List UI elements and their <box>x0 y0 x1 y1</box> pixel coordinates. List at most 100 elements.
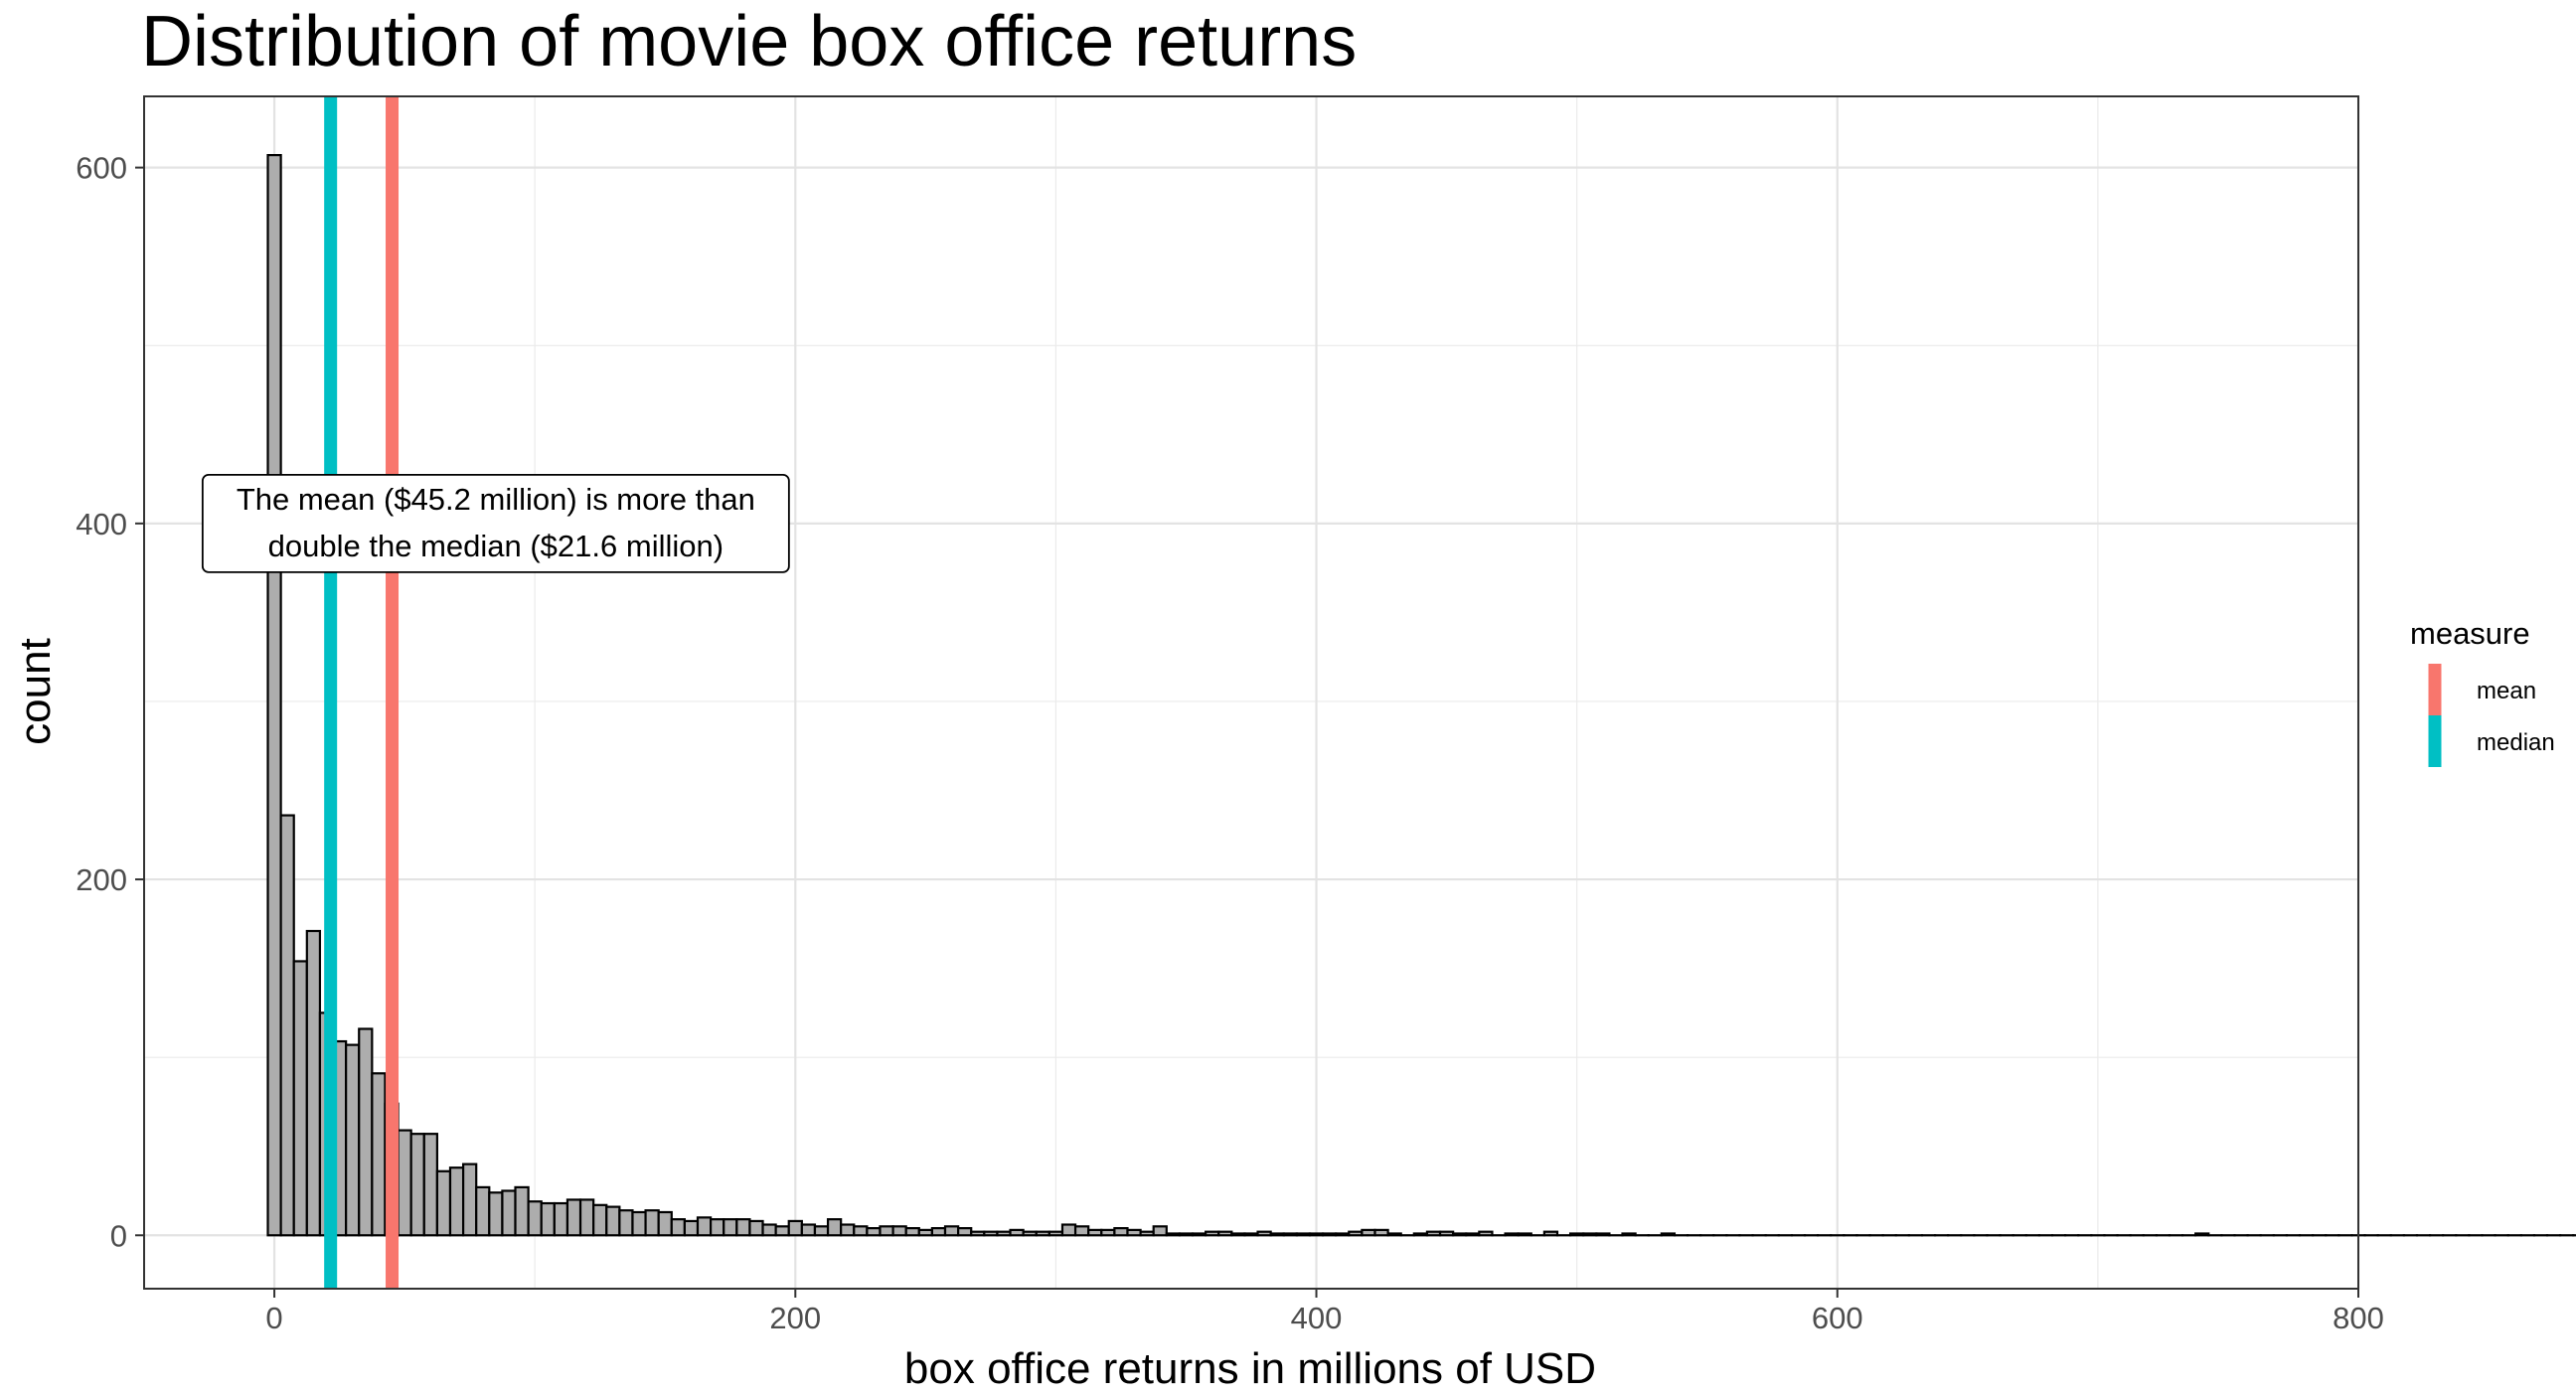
histogram-bar <box>1568 1232 1585 1237</box>
y-tick-label: 400 <box>76 507 127 542</box>
histogram-bar <box>1425 1230 1442 1237</box>
annotation-text-line: double the median ($21.6 million) <box>268 529 724 563</box>
annotation-box: The mean ($45.2 million) is more than dou… <box>201 473 790 573</box>
histogram-bar <box>1517 1232 1532 1237</box>
reference-lines <box>324 96 400 1289</box>
histogram-bar <box>1009 1228 1025 1237</box>
histogram-bar <box>1035 1230 1050 1237</box>
histogram-bar <box>1165 1232 1182 1237</box>
legend-title: measure <box>2410 616 2530 651</box>
histogram-bar <box>1348 1230 1364 1237</box>
histogram-bar <box>1660 1232 1677 1237</box>
histogram-bar <box>891 1225 907 1237</box>
histogram-bar <box>305 929 322 1237</box>
histogram-bar <box>1047 1230 1064 1237</box>
x-tick-label: 600 <box>1812 1301 1863 1335</box>
histogram-bar <box>1361 1228 1376 1237</box>
histogram-bar <box>943 1225 960 1237</box>
histogram-bar <box>565 1198 582 1237</box>
histogram-bar <box>866 1227 882 1237</box>
y-tick-label: 600 <box>76 151 127 186</box>
histogram-bar <box>1335 1232 1351 1237</box>
histogram-bar <box>996 1230 1012 1237</box>
histogram-bar <box>1504 1232 1520 1237</box>
histogram-bars <box>266 154 2576 1237</box>
histogram-bar <box>422 1133 438 1237</box>
histogram-bar <box>748 1219 764 1237</box>
grid-lines <box>144 96 2360 1289</box>
histogram-bar <box>840 1223 856 1237</box>
histogram-bar <box>1230 1232 1246 1237</box>
histogram-bar <box>488 1191 504 1237</box>
histogram-bar <box>1060 1223 1077 1237</box>
histogram-bar <box>514 1185 530 1237</box>
histogram-bar <box>970 1230 986 1237</box>
histogram-bar <box>1412 1232 1429 1237</box>
histogram-bar <box>1139 1230 1155 1237</box>
histogram-bar <box>409 1133 425 1237</box>
histogram-bar <box>345 1043 361 1237</box>
histogram-bar <box>2194 1232 2210 1237</box>
histogram-bar <box>1152 1225 1168 1237</box>
histogram-bar <box>1321 1232 1338 1237</box>
histogram-bar <box>723 1218 738 1237</box>
histogram-bar <box>1452 1232 1468 1237</box>
histogram-bar <box>358 1027 374 1237</box>
histogram-bar <box>1113 1227 1129 1237</box>
histogram-bar <box>1621 1232 1637 1237</box>
histogram-bar <box>930 1227 947 1237</box>
histogram-bar <box>1022 1230 1038 1237</box>
histogram-bar <box>1438 1230 1455 1237</box>
legend: measure mean median <box>2410 616 2555 767</box>
histogram-bar <box>540 1201 556 1237</box>
histogram-bar <box>1542 1230 1559 1237</box>
histogram-bar <box>644 1209 660 1237</box>
histogram-bar <box>371 1072 387 1237</box>
legend-label-median: median <box>2477 729 2555 756</box>
histogram-bar <box>1087 1228 1103 1237</box>
histogram-bar <box>527 1200 543 1237</box>
histogram-bar <box>761 1223 777 1237</box>
histogram-bar <box>501 1189 517 1237</box>
histogram-bar <box>657 1210 673 1237</box>
histogram-bar <box>879 1225 894 1237</box>
histogram-bar <box>696 1216 713 1237</box>
histogram-bar <box>787 1219 803 1237</box>
histogram-bar <box>475 1185 491 1237</box>
histogram-bar <box>670 1218 686 1237</box>
annotation-frame <box>201 473 790 573</box>
histogram-bar <box>1205 1230 1220 1237</box>
histogram-bar <box>904 1227 920 1237</box>
histogram-bar <box>631 1210 647 1237</box>
histogram-bar <box>1178 1232 1195 1237</box>
chart-title: Distribution of movie box office returns <box>141 2 1357 81</box>
histogram-bar <box>1582 1232 1598 1237</box>
histogram-bar <box>1191 1232 1208 1237</box>
histogram-bar <box>397 1129 412 1237</box>
x-tick-label: 400 <box>1291 1301 1343 1335</box>
y-tick-label: 200 <box>76 862 127 897</box>
histogram-bar <box>983 1230 999 1237</box>
histogram-bar <box>1217 1230 1233 1237</box>
histogram-bar <box>853 1225 869 1237</box>
histogram-bar <box>1256 1230 1272 1237</box>
histogram-bar <box>605 1205 621 1237</box>
x-axis-title: box office returns in millions of USD <box>904 1344 1596 1393</box>
histogram-bar <box>710 1218 725 1237</box>
x-axis: 0 200 400 600 800 <box>265 1289 2384 1335</box>
histogram-bar <box>1126 1228 1142 1237</box>
y-axis-title: count <box>11 638 60 745</box>
histogram-bar <box>1478 1230 1494 1237</box>
histogram-bar <box>592 1203 608 1237</box>
legend-label-mean: mean <box>2477 678 2536 704</box>
histogram-bar <box>1373 1228 1389 1237</box>
histogram-bar <box>683 1219 700 1237</box>
histogram-bar <box>266 154 282 1237</box>
histogram-bar <box>774 1225 790 1237</box>
histogram-bar <box>813 1225 830 1237</box>
histogram-bar <box>826 1218 843 1237</box>
histogram-bar <box>1269 1232 1285 1237</box>
histogram-bar <box>1386 1232 1402 1237</box>
histogram-bar <box>1243 1232 1259 1237</box>
